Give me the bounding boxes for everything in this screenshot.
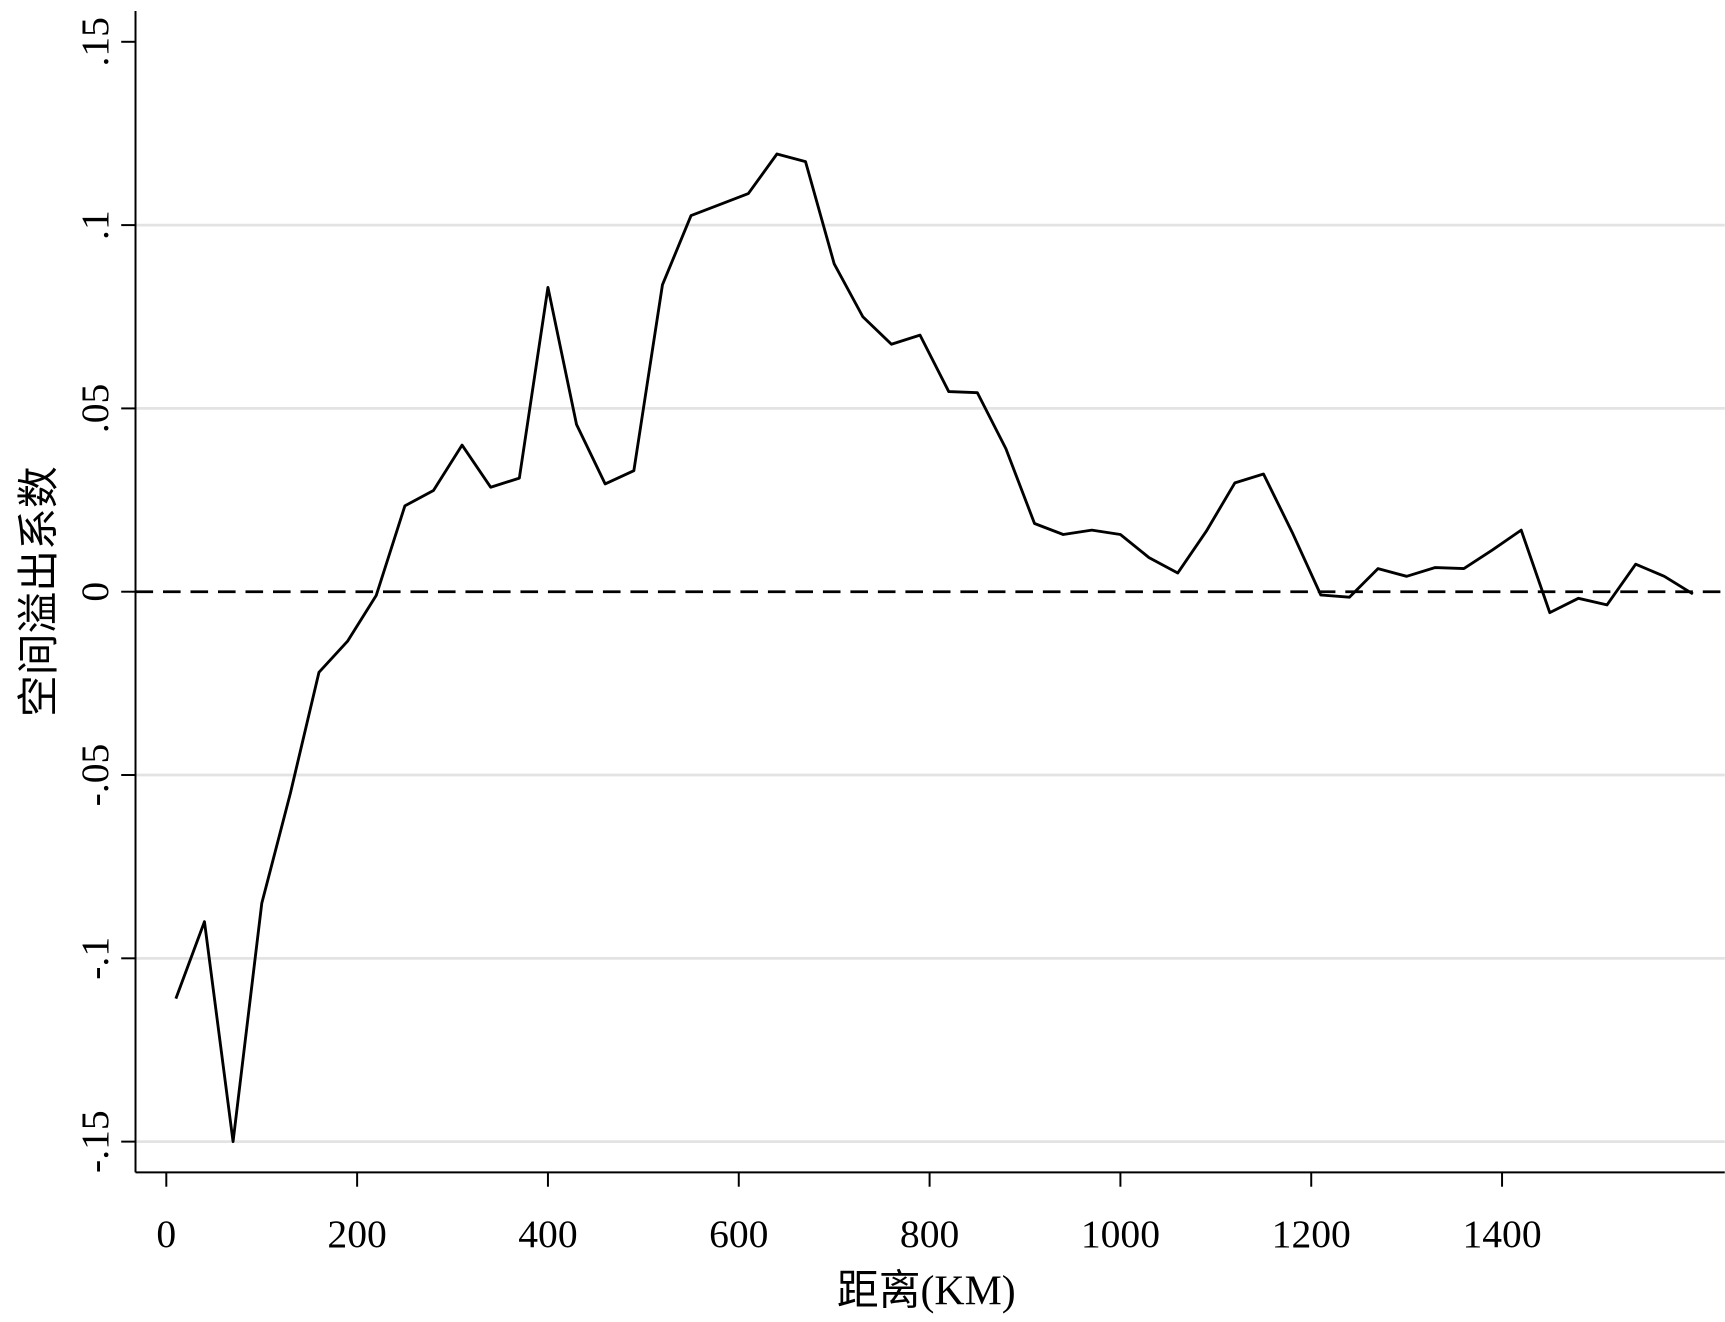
x-axis-ticks: 0 200 400 600 800 1000 1200 1400 [156,1172,1542,1256]
series-points [176,154,1693,1142]
x-tick-label: 1200 [1272,1212,1351,1256]
y-tick-label: 0 [73,582,117,602]
y-tick-label: -.15 [73,1110,117,1173]
y-axis-ticks: -.15 -.1 -.05 0 .05 .1 .15 [73,17,136,1173]
y-tick-label: .1 [73,210,117,240]
x-tick-label: 400 [518,1212,577,1256]
series-line [174,152,1694,1144]
x-tick-label: 1400 [1462,1212,1541,1256]
y-tick-label: .05 [73,384,117,433]
y-tick-label: -.1 [73,937,117,980]
x-tick-label: 200 [327,1212,386,1256]
x-tick-label: 800 [900,1212,959,1256]
y-axis-label: 空间溢出系数 [16,466,63,717]
y-tick-label: -.05 [73,744,117,807]
x-tick-label: 1000 [1081,1212,1160,1256]
x-tick-label: 0 [156,1212,176,1256]
y-tick-label: .15 [73,17,117,66]
x-tick-label: 600 [709,1212,768,1256]
gridlines [135,223,1725,1143]
x-axis-label: 距离(KM) [837,1267,1016,1314]
